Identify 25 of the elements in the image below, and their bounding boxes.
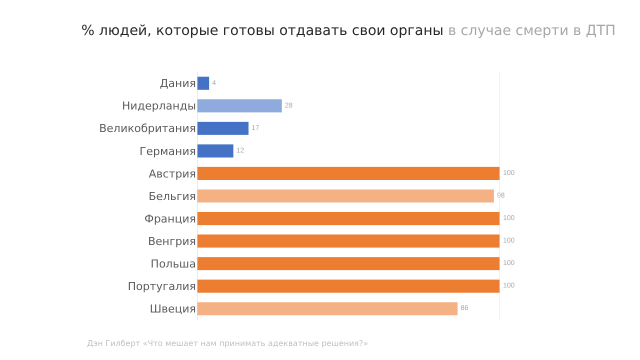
bar xyxy=(197,189,494,203)
bar xyxy=(197,76,210,90)
y-tick-label: Бельгия xyxy=(148,190,196,203)
y-tick-label: Дания xyxy=(160,77,196,90)
text: в случае смерти в ДТП xyxy=(448,23,616,39)
bar xyxy=(197,122,249,135)
y-tick-label: Австрия xyxy=(148,167,196,180)
chart-title: % людей, которые готовы отдавать свои органы xyxy=(81,23,444,39)
bar xyxy=(197,212,500,226)
bar xyxy=(197,302,458,316)
text: Дэн Гилберт «Что мешает нам принимать адекватные решения?» xyxy=(87,339,368,348)
y-tick-label: Польша xyxy=(150,257,196,270)
bar xyxy=(197,280,500,293)
y-tick-label: Германия xyxy=(140,144,196,158)
bar xyxy=(197,166,500,180)
bar xyxy=(197,257,500,270)
y-tick-label: Франция xyxy=(144,212,196,226)
y-tick-label: Португалия xyxy=(128,280,196,294)
bar xyxy=(197,144,234,158)
y-tick-label: Швеция xyxy=(150,302,196,316)
y-tick-label: Великобритания xyxy=(99,122,196,136)
bar xyxy=(197,234,500,248)
y-tick-label: Нидерланды xyxy=(122,100,196,113)
y-tick-label: Венгрия xyxy=(148,234,196,248)
bar xyxy=(197,99,282,112)
